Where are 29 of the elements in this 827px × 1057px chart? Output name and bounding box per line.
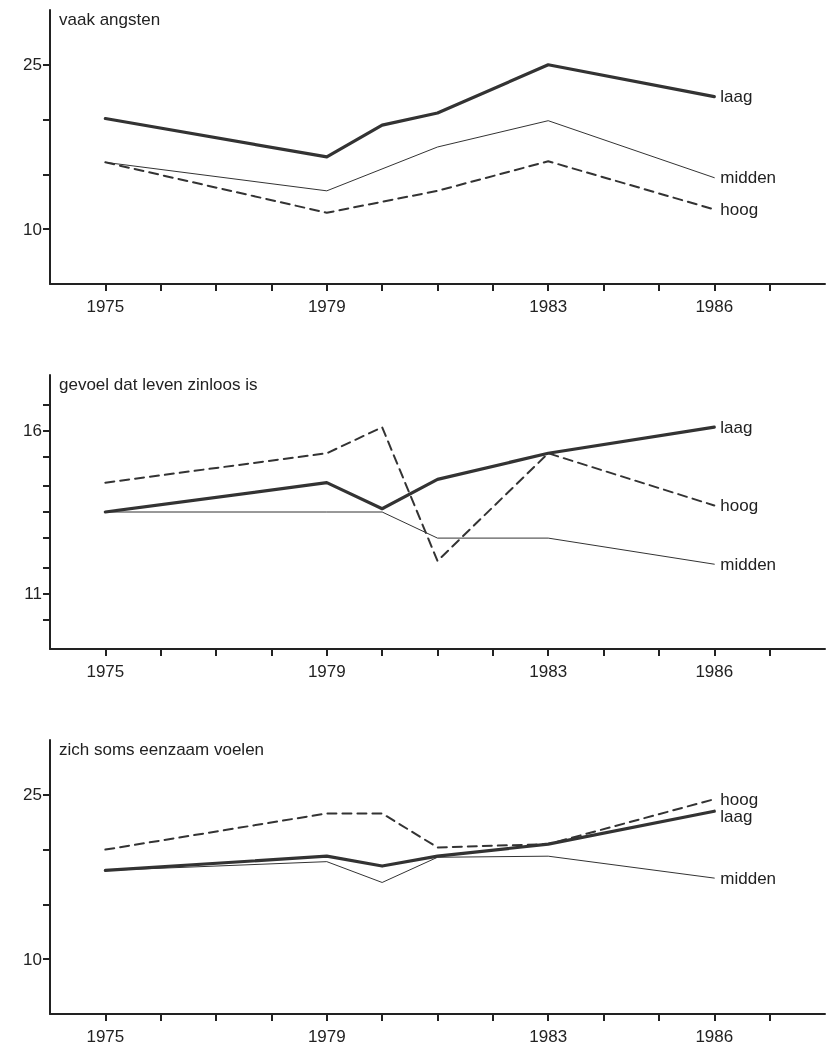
series-label: midden <box>720 868 777 888</box>
x-tick-label: 1986 <box>695 662 734 681</box>
x-tick-label: 1979 <box>307 662 346 681</box>
series-label: hoog <box>720 789 759 809</box>
y-tick-label: 25 <box>23 785 42 805</box>
x-tick-label: 1979 <box>307 1027 346 1046</box>
y-tick-label: 16 <box>23 420 42 440</box>
chart-title: vaak angsten <box>59 10 161 29</box>
chart-title: gevoel dat leven zinloos is <box>59 375 258 394</box>
x-tick-label: 1986 <box>695 297 734 316</box>
series-label: hoog <box>720 495 759 515</box>
chart-title: zich soms eenzaam voelen <box>59 740 265 759</box>
x-tick-label: 1975 <box>86 1027 125 1046</box>
x-tick-label: 1975 <box>86 297 125 316</box>
x-tick-label: 1983 <box>529 662 568 681</box>
series-label: hoog <box>720 199 759 219</box>
series-label: laag <box>720 417 753 437</box>
x-tick-label: 1986 <box>695 1027 734 1046</box>
x-tick-label: 1983 <box>529 1027 568 1046</box>
x-tick-label: 1983 <box>529 297 568 316</box>
y-tick-label: 10 <box>23 219 42 239</box>
x-tick-label: 1975 <box>86 662 125 681</box>
series-label: midden <box>720 168 777 188</box>
series-label: laag <box>720 87 753 107</box>
y-tick-label: 25 <box>23 55 42 75</box>
y-tick-label: 11 <box>24 584 42 604</box>
y-tick-label: 10 <box>23 949 42 969</box>
series-label: midden <box>720 554 777 574</box>
x-tick-label: 1979 <box>307 297 346 316</box>
